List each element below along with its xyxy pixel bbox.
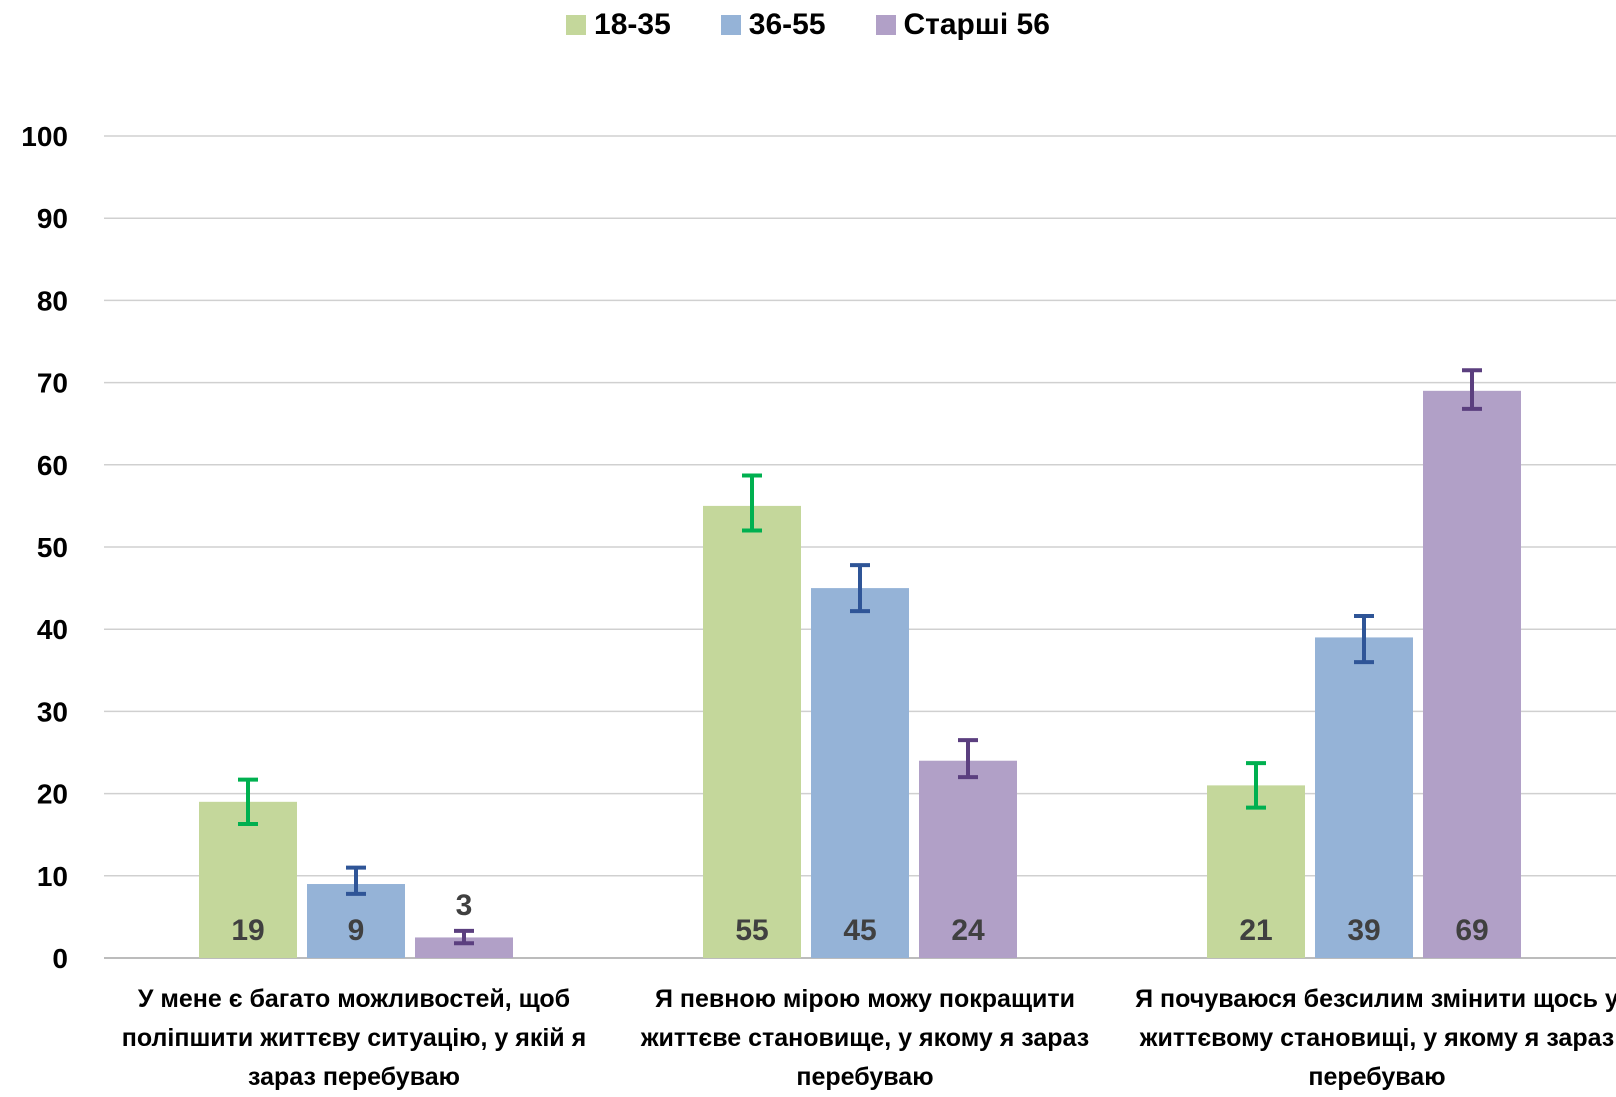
bar-1-1 [199,801,297,958]
y-tick-label-90: 90 [37,203,68,234]
y-tick-label-80: 80 [37,285,68,316]
legend-label-36-55: 36-55 [748,8,826,41]
y-tick-label-70: 70 [37,368,68,399]
bar-3-3 [1423,390,1521,958]
data-label-2-3: 39 [1347,914,1380,947]
legend-label-older-56: Старші 56 [903,8,1050,41]
y-tick-label-30: 30 [37,696,68,727]
bar-1-3 [1207,785,1305,958]
bar-3-2 [919,760,1017,958]
data-label-3-1: 3 [456,889,473,922]
legend-item-older-56: Старші 56 [875,8,1050,42]
y-tick-label-100: 100 [21,121,68,152]
data-label-3-2: 24 [951,914,985,947]
data-label-2-2: 45 [843,914,876,947]
category-label-2: Я певною мірою можу покращити життєве ст… [640,985,1090,1091]
legend-item-36-55: 36-55 [720,8,826,42]
bar-2-2 [811,588,909,958]
legend-swatch-18-35 [566,15,587,35]
category-label-3: Я почуваюся безсилим змінити щось у житт… [1135,985,1616,1091]
data-label-1-2: 55 [735,914,768,947]
legend-swatch-older-56 [875,15,896,35]
data-label-1-3: 21 [1239,914,1272,947]
y-tick-label-20: 20 [37,779,68,810]
bar-1-2 [703,505,801,958]
data-label-1-1: 19 [231,914,264,947]
legend-swatch-36-55 [720,15,741,35]
y-tick-label-50: 50 [37,532,68,563]
y-tick-label-40: 40 [37,614,68,645]
bar-2-1 [307,884,405,958]
legend-item-18-35: 18-35 [566,8,671,42]
bar-2-3 [1315,637,1413,958]
category-label-1: У мене є багато можливостей, щоб поліпши… [121,985,587,1091]
y-tick-label-0: 0 [52,943,68,974]
y-tick-label-60: 60 [37,450,68,481]
legend-label-18-35: 18-35 [594,8,671,41]
legend: 18-35 36-55 Старші 56 [0,8,1616,42]
data-label-2-1: 9 [348,914,365,947]
y-tick-label-10: 10 [37,861,68,892]
bar-3-1 [415,937,513,958]
data-label-3-3: 69 [1455,914,1488,947]
